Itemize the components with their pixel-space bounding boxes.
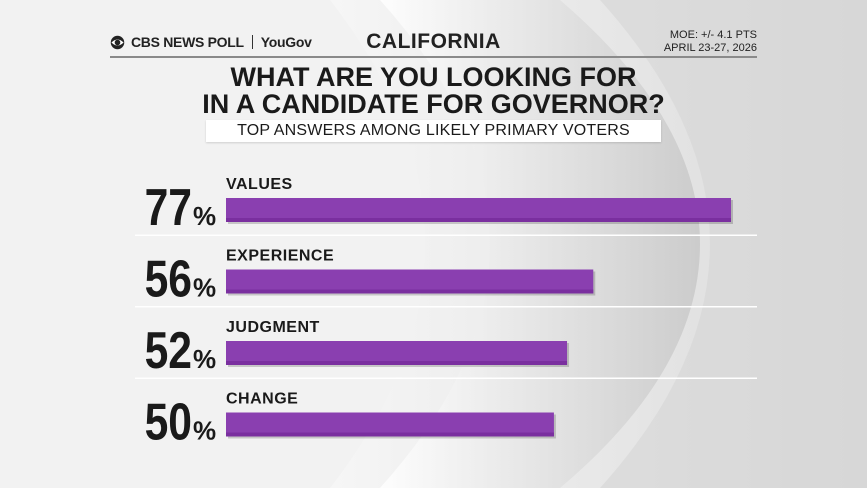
brand-name: CBS NEWS POLL bbox=[131, 34, 244, 50]
header-divider bbox=[110, 56, 757, 58]
row-divider bbox=[135, 377, 757, 379]
value-label: 52 bbox=[145, 322, 192, 380]
chart-title-line-2: IN A CANDIDATE FOR GOVERNOR? bbox=[202, 89, 665, 119]
row-divider bbox=[135, 306, 757, 308]
brand-logo: CBS NEWS POLL YouGov bbox=[110, 33, 312, 51]
percent-sign: % bbox=[193, 201, 216, 231]
category-label: CHANGE bbox=[226, 391, 298, 408]
chart-subtitle: TOP ANSWERS AMONG LIKELY PRIMARY VOTERS bbox=[206, 120, 661, 142]
value-label: 56 bbox=[145, 251, 192, 309]
brand-divider bbox=[251, 35, 253, 49]
value-label: 77 bbox=[145, 179, 192, 237]
row-divider bbox=[135, 234, 757, 236]
bar-bottom-edge bbox=[226, 432, 554, 437]
bar-bottom-edge bbox=[226, 361, 568, 365]
category-label: JUDGMENT bbox=[226, 319, 320, 336]
state-label: CALIFORNIA bbox=[366, 30, 501, 53]
chart-title-line-1: WHAT ARE YOU LOOKING FOR bbox=[230, 62, 637, 92]
percent-sign: % bbox=[193, 416, 216, 446]
poll-info: MOE: +/- 4.1 PTS APRIL 23-27, 2026 bbox=[664, 29, 757, 55]
bar-bottom-edge bbox=[226, 289, 594, 294]
poll-dates: APRIL 23-27, 2026 bbox=[663, 42, 757, 54]
cbs-eye-icon bbox=[110, 35, 125, 49]
category-label: EXPERIENCE bbox=[226, 248, 334, 265]
moe-text: MOE: +/- 4.1 PTS bbox=[669, 29, 757, 41]
percent-sign: % bbox=[193, 344, 216, 374]
category-label: VALUES bbox=[226, 176, 293, 193]
partner-name: YouGov bbox=[260, 34, 312, 50]
value-label: 50 bbox=[145, 394, 192, 452]
percent-sign: % bbox=[193, 273, 216, 303]
bar-bottom-edge bbox=[226, 218, 731, 222]
chart-title: WHAT ARE YOU LOOKING FOR IN A CANDIDATE … bbox=[110, 64, 757, 118]
